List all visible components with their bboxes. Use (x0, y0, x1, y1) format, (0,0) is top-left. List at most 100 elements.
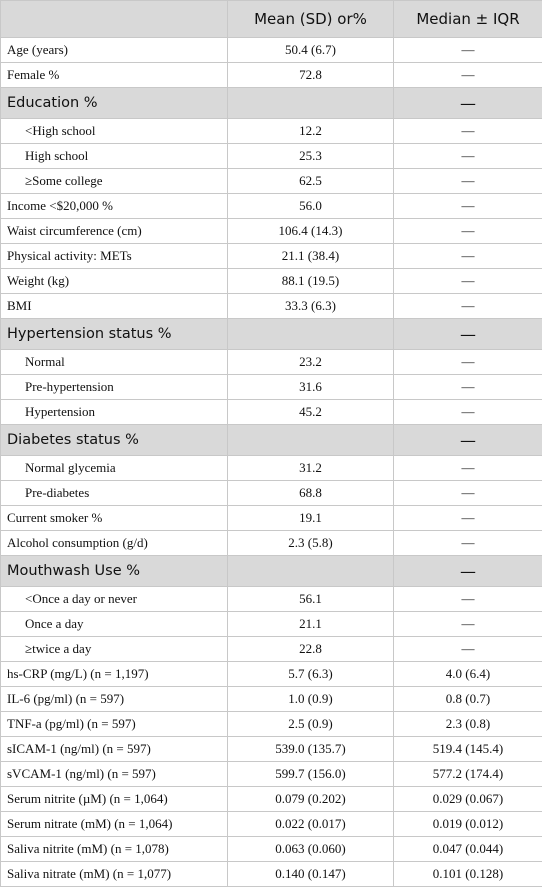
table-body: Age (years)50.4 (6.7)—Female %72.8—Educa… (1, 38, 542, 887)
table-row: Income <$20,000 %56.0— (1, 194, 542, 219)
section-row: Hypertension status % — (1, 319, 542, 350)
table-row: Serum nitrite (µM) (n = 1,064)0.079 (0.2… (1, 787, 542, 812)
median-cell: — (394, 294, 542, 319)
median-cell: — (394, 637, 542, 662)
median-cell: 0.047 (0.044) (394, 837, 542, 862)
row-label: Hypertension status % (1, 319, 228, 350)
row-label: Normal glycemia (1, 456, 228, 481)
section-row: Diabetes status %— (1, 425, 542, 456)
mean-cell: 56.0 (228, 194, 394, 219)
median-cell: — (394, 38, 542, 63)
row-label: <High school (1, 119, 228, 144)
row-label: Hypertension (1, 400, 228, 425)
mean-cell: 12.2 (228, 119, 394, 144)
median-cell: — (394, 244, 542, 269)
median-cell: — (394, 194, 542, 219)
median-cell: — (394, 612, 542, 637)
table-row: Waist circumference (cm)106.4 (14.3)— (1, 219, 542, 244)
median-cell: — (394, 219, 542, 244)
mean-cell: 72.8 (228, 63, 394, 88)
median-cell: — (394, 400, 542, 425)
mean-cell: 0.140 (0.147) (228, 862, 394, 887)
mean-cell: 21.1 (38.4) (228, 244, 394, 269)
mean-cell (228, 319, 394, 350)
median-cell: — (394, 481, 542, 506)
median-cell: — (394, 119, 542, 144)
median-cell: — (394, 587, 542, 612)
median-cell: 0.029 (0.067) (394, 787, 542, 812)
row-label: Serum nitrite (µM) (n = 1,064) (1, 787, 228, 812)
section-row: Mouthwash Use % — (1, 556, 542, 587)
header-cell (1, 1, 228, 38)
mean-cell (228, 556, 394, 587)
row-label: Saliva nitrite (mM) (n = 1,078) (1, 837, 228, 862)
header-cell: Mean (SD) or% (228, 1, 394, 38)
table-row: Saliva nitrate (mM) (n = 1,077)0.140 (0.… (1, 862, 542, 887)
median-cell: — (394, 319, 542, 350)
row-label: Alcohol consumption (g/d) (1, 531, 228, 556)
mean-cell (228, 425, 394, 456)
median-cell: — (394, 350, 542, 375)
mean-cell: 45.2 (228, 400, 394, 425)
row-label: Income <$20,000 % (1, 194, 228, 219)
mean-cell: 88.1 (19.5) (228, 269, 394, 294)
row-label: Once a day (1, 612, 228, 637)
row-label: Mouthwash Use % (1, 556, 228, 587)
row-label: Education % (1, 88, 228, 119)
median-cell: — (394, 375, 542, 400)
table-row: sICAM-1 (ng/ml) (n = 597)539.0 (135.7)51… (1, 737, 542, 762)
row-label: Saliva nitrate (mM) (n = 1,077) (1, 862, 228, 887)
median-cell: 2.3 (0.8) (394, 712, 542, 737)
mean-cell: 31.6 (228, 375, 394, 400)
header-cell: Median ± IQR (394, 1, 542, 38)
median-cell: — (394, 556, 542, 587)
mean-cell (228, 88, 394, 119)
median-cell: — (394, 88, 542, 119)
row-label: High school (1, 144, 228, 169)
mean-cell: 56.1 (228, 587, 394, 612)
table-row: Alcohol consumption (g/d)2.3 (5.8)— (1, 531, 542, 556)
mean-cell: 33.3 (6.3) (228, 294, 394, 319)
table-row: TNF-a (pg/ml) (n = 597)2.5 (0.9)2.3 (0.8… (1, 712, 542, 737)
row-label: Age (years) (1, 38, 228, 63)
median-cell: — (394, 531, 542, 556)
row-label: Waist circumference (cm) (1, 219, 228, 244)
mean-cell: 31.2 (228, 456, 394, 481)
mean-cell: 0.022 (0.017) (228, 812, 394, 837)
mean-cell: 539.0 (135.7) (228, 737, 394, 762)
median-cell: 577.2 (174.4) (394, 762, 542, 787)
row-label: Physical activity: METs (1, 244, 228, 269)
section-row: Education % — (1, 88, 542, 119)
median-cell: 0.019 (0.012) (394, 812, 542, 837)
table-row: Saliva nitrite (mM) (n = 1,078)0.063 (0.… (1, 837, 542, 862)
row-label: Pre-hypertension (1, 375, 228, 400)
mean-cell: 50.4 (6.7) (228, 38, 394, 63)
mean-cell: 23.2 (228, 350, 394, 375)
median-cell: — (394, 169, 542, 194)
median-cell: — (394, 425, 542, 456)
median-cell: 4.0 (6.4) (394, 662, 542, 687)
row-label: <Once a day or never (1, 587, 228, 612)
row-label: ≥Some college (1, 169, 228, 194)
row-label: sICAM-1 (ng/ml) (n = 597) (1, 737, 228, 762)
row-label: hs-CRP (mg/L) (n = 1,197) (1, 662, 228, 687)
row-label: TNF-a (pg/ml) (n = 597) (1, 712, 228, 737)
row-label: sVCAM-1 (ng/ml) (n = 597) (1, 762, 228, 787)
median-cell: 0.8 (0.7) (394, 687, 542, 712)
row-label: Serum nitrate (mM) (n = 1,064) (1, 812, 228, 837)
median-cell: — (394, 144, 542, 169)
median-cell: — (394, 506, 542, 531)
median-cell: — (394, 269, 542, 294)
